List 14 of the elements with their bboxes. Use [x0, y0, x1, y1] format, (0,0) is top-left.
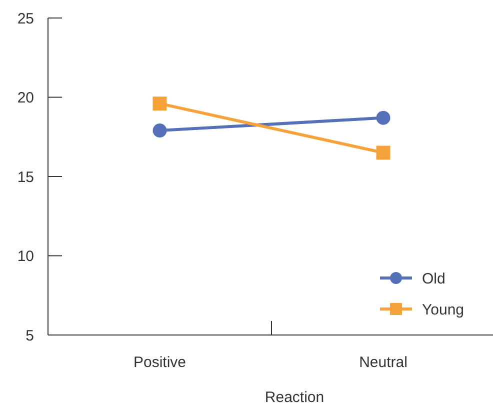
x-tick-label: Neutral	[359, 354, 408, 371]
x-tick-label: Positive	[133, 354, 186, 371]
legend-label: Young	[422, 301, 464, 318]
y-tick-label: 25	[17, 10, 34, 28]
point	[376, 146, 390, 160]
point	[152, 96, 167, 111]
y-tick-label: 15	[17, 168, 34, 186]
y-tick-label: 20	[17, 90, 34, 106]
point	[152, 124, 167, 138]
x-axis-title: Reaction	[264, 389, 324, 403]
y-tick-label: 5	[26, 327, 34, 344]
point	[376, 110, 390, 125]
legend-label: Old	[422, 270, 446, 288]
y-tick-label: 10	[17, 248, 34, 265]
